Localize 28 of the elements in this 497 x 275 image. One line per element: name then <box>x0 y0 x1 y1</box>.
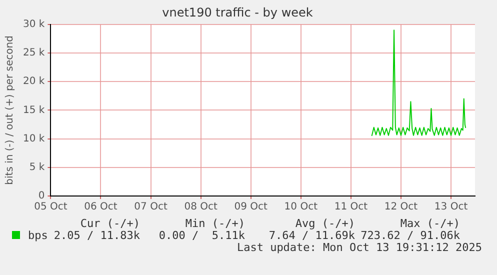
y-axis-title: bits in (-) / out (+) per second <box>4 36 16 185</box>
x-tick-label: 07 Oct <box>134 202 168 213</box>
y-tick-label: 5 k <box>29 162 45 173</box>
text: Last update: Mon Oct 13 19:31:12 2025 <box>236 241 482 254</box>
legend-label: bps <box>27 229 48 242</box>
x-tick-label: 12 Oct <box>384 202 418 213</box>
y-tick-label: 25 k <box>22 48 45 59</box>
text: 0.00 / 5.11k <box>158 229 245 242</box>
x-tick-label: 06 Oct <box>84 202 118 213</box>
y-tick-label: 30 k <box>22 18 45 30</box>
x-tick-label: 05 Oct <box>34 202 68 213</box>
x-tick-label: 09 Oct <box>234 202 268 213</box>
text: 723.62 / 91.06k <box>360 229 460 242</box>
x-tick-label: 11 Oct <box>334 202 368 213</box>
chart-title: vnet190 traffic - by week <box>162 5 313 20</box>
text: Avg (-/+) <box>295 217 355 230</box>
x-tick-label: 08 Oct <box>184 202 218 213</box>
x-tick-label: 13 Oct <box>434 202 468 213</box>
text: 7.64 / 11.69k <box>268 229 355 242</box>
y-tick-label: 10 k <box>22 133 45 144</box>
text: Max (-/+) <box>400 217 460 230</box>
text: Cur (-/+) <box>80 217 140 230</box>
y-tick-label: 15 k <box>22 104 45 116</box>
x-tick-label: 10 Oct <box>284 202 318 213</box>
text: 2.05 / 11.83k <box>54 229 140 242</box>
text: Min (-/+) <box>185 217 245 230</box>
y-tick-label: 20 k <box>22 76 45 88</box>
y-tick-label: 0 <box>38 190 45 202</box>
